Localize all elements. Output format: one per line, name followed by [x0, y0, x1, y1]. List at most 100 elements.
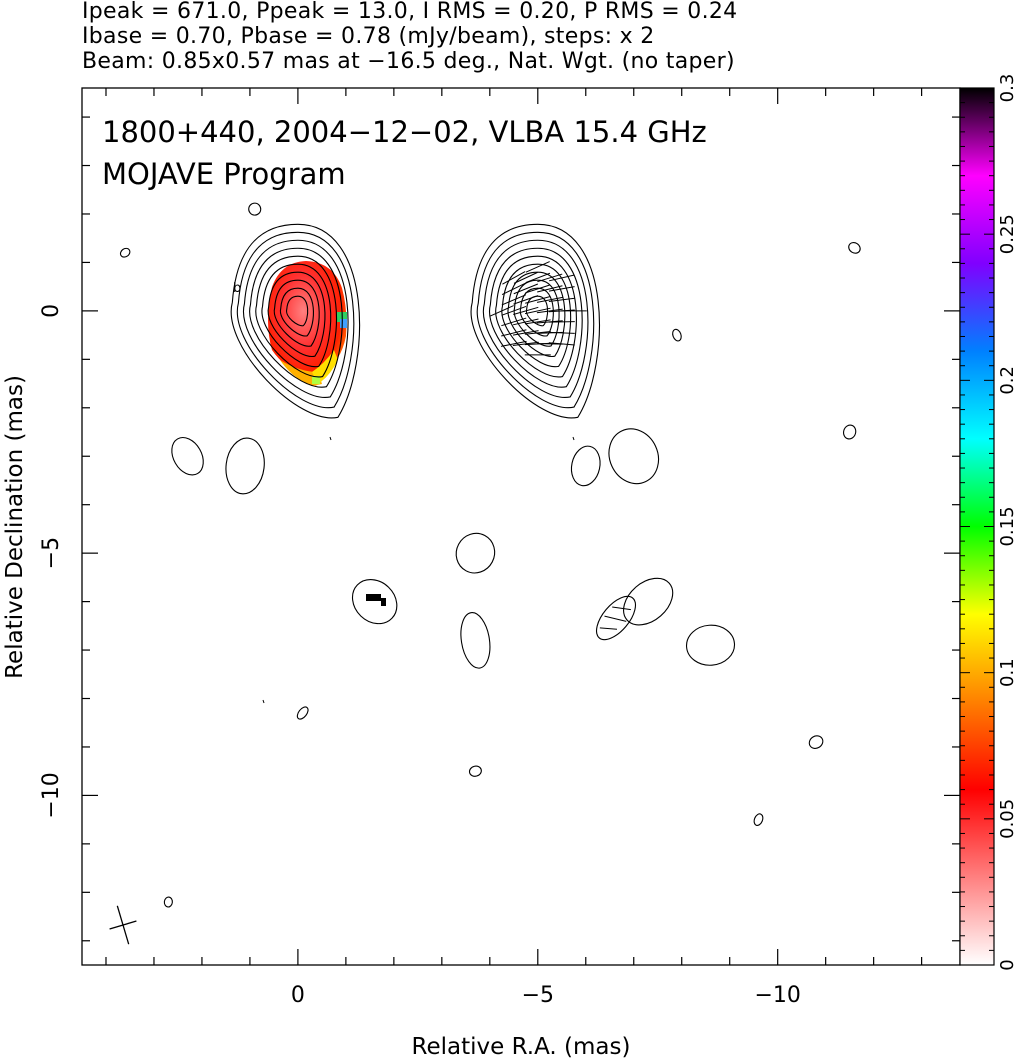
contour-level	[476, 231, 595, 409]
contour-level	[286, 295, 309, 327]
black-pixel-mark	[366, 594, 386, 606]
small-marks: b	[233, 281, 637, 704]
colorbar-tick-label: 0.15	[997, 506, 1018, 546]
contour-island	[808, 735, 824, 749]
header-line-2: Ibase = 0.70, Pbase = 0.78 (mJy/beam), s…	[82, 24, 655, 49]
evpa-stick	[525, 272, 551, 284]
evpa-stick	[513, 271, 538, 284]
polarization-color-region	[268, 261, 347, 386]
evpa-stick	[501, 317, 527, 327]
contour-island	[225, 437, 265, 495]
contour-level	[273, 279, 320, 347]
header-line-3: Beam: 0.85x0.57 mas at −16.5 deg., Nat. …	[82, 49, 735, 74]
evpa-stick	[548, 286, 575, 292]
evpa-stick	[548, 331, 575, 334]
evpa-stick	[548, 342, 575, 346]
contour-island	[171, 437, 204, 476]
colorbar-tick-label: 0.25	[997, 214, 1018, 254]
plot-subtitle: MOJAVE Program	[102, 157, 346, 191]
evpa-stick	[513, 283, 539, 295]
evpa-stick	[536, 296, 563, 303]
evpa-stick	[537, 273, 563, 283]
colorbar-tick-label: 0.3	[997, 74, 1018, 103]
contour-level	[507, 271, 566, 357]
contour-level	[470, 223, 600, 419]
header-line-1: Ipeak = 671.0, Ppeak = 13.0, I RMS = 0.2…	[82, 0, 738, 24]
evpa-stick	[537, 285, 563, 293]
x-tick-label: −5	[522, 983, 554, 1008]
evpa-stick	[501, 305, 527, 316]
x-tick-label: 0	[291, 983, 305, 1008]
y-tick-label: 0	[39, 304, 64, 318]
contour-island	[468, 765, 482, 777]
x-axis-title: Relative R.A. (mas)	[412, 1034, 631, 1060]
evpa-sticks	[489, 261, 587, 356]
evpa-stick	[501, 329, 527, 337]
plot-frame	[81, 87, 961, 966]
contour-level	[513, 279, 560, 347]
evpa-stick	[513, 306, 539, 315]
contour-island	[119, 247, 131, 258]
intensity-contours-right	[470, 223, 600, 419]
contour-level	[489, 247, 583, 388]
contour-level	[267, 271, 326, 357]
colorbar-tick-label: 0.1	[997, 658, 1018, 687]
contour-island	[753, 813, 764, 826]
polarization-edge-lime	[312, 376, 320, 384]
y-tick-label: −5	[39, 537, 64, 569]
contour-island	[351, 579, 398, 625]
contour-level	[482, 239, 589, 398]
axis-tick-labels: 0 −5 −10 0 −5 −10	[39, 304, 801, 1008]
evpa-stick	[489, 305, 514, 317]
evpa-stick	[536, 308, 563, 314]
intensity-contours-left	[230, 223, 361, 419]
plot-title: 1800+440, 2004−12−02, VLBA 15.4 GHz	[102, 115, 707, 149]
svg-text:b: b	[233, 281, 241, 296]
contour-island	[455, 532, 496, 574]
y-tick-label: −10	[39, 772, 64, 818]
axis-ticks	[82, 88, 960, 965]
evpa-stick	[525, 296, 551, 304]
evpa-stick	[548, 297, 575, 302]
contour-island	[685, 624, 736, 666]
contour-island	[248, 202, 262, 216]
colorbar-tick-label: 0.2	[997, 366, 1018, 395]
evpa-stick	[500, 340, 527, 347]
evpa-stick	[512, 330, 539, 336]
beam-marker	[109, 905, 137, 945]
evpa-stick	[525, 261, 550, 273]
evpa-stick	[549, 274, 575, 282]
contour-level	[242, 239, 349, 398]
evpa-stick	[501, 294, 526, 306]
evpa-stick	[525, 284, 551, 294]
contour-island	[623, 577, 674, 626]
contour-level	[255, 255, 338, 378]
contour-level	[249, 247, 343, 388]
contour-level	[236, 231, 355, 409]
contour-level	[495, 255, 577, 378]
low-level-contours	[119, 202, 861, 908]
x-tick-label: −10	[754, 983, 800, 1008]
evpa-stick	[513, 295, 539, 305]
contour-island	[570, 445, 601, 487]
contour-island	[848, 242, 861, 254]
polarization-edge-blue	[340, 319, 347, 328]
contour-island	[296, 706, 309, 720]
contour-level	[261, 263, 332, 368]
contour-island	[608, 428, 660, 485]
contour-island	[843, 424, 857, 440]
polarization-edge-orange	[280, 360, 322, 386]
evpa-stick	[513, 318, 539, 326]
evpa-stick	[502, 271, 526, 285]
colorbar-tick-label: 0.05	[997, 799, 1018, 839]
colorbar-labels: 0 0.05 0.1 0.15 0.2 0.25 0.3	[997, 74, 1018, 971]
contour-level	[501, 263, 572, 368]
hatched-blob	[595, 595, 637, 641]
evpa-stick	[524, 319, 551, 325]
colorbar-tick-label: 0	[997, 959, 1018, 970]
contour-island	[460, 612, 491, 669]
contour-level	[280, 287, 314, 337]
contour-level	[230, 223, 361, 419]
polarization-edge-yellow	[312, 350, 338, 384]
